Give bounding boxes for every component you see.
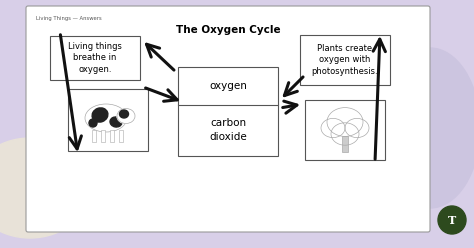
Text: carbon
dioxide: carbon dioxide xyxy=(209,118,247,142)
Text: Plants create
oxygen with
photosynthesis.: Plants create oxygen with photosynthesis… xyxy=(312,44,378,76)
Bar xyxy=(110,130,114,142)
Text: Living things
breathe in
oxygen.: Living things breathe in oxygen. xyxy=(68,42,122,74)
Bar xyxy=(178,104,278,156)
Text: The Oxygen Cycle: The Oxygen Cycle xyxy=(176,25,280,35)
Ellipse shape xyxy=(85,104,127,132)
Bar xyxy=(119,130,123,142)
Ellipse shape xyxy=(380,48,474,208)
Ellipse shape xyxy=(110,117,122,127)
Ellipse shape xyxy=(92,108,108,122)
FancyBboxPatch shape xyxy=(26,6,430,232)
Circle shape xyxy=(438,206,466,234)
Bar xyxy=(50,36,140,80)
Bar xyxy=(305,100,385,160)
Ellipse shape xyxy=(89,119,97,127)
Bar xyxy=(300,35,390,85)
Text: oxygen: oxygen xyxy=(209,81,247,91)
Text: T: T xyxy=(448,215,456,225)
Ellipse shape xyxy=(0,138,90,238)
Bar xyxy=(342,136,348,152)
Ellipse shape xyxy=(117,109,135,124)
Bar xyxy=(178,67,278,105)
Bar xyxy=(68,89,148,151)
Bar xyxy=(101,130,105,142)
Ellipse shape xyxy=(119,110,128,118)
Text: Living Things — Answers: Living Things — Answers xyxy=(36,16,102,21)
Bar xyxy=(92,130,96,142)
